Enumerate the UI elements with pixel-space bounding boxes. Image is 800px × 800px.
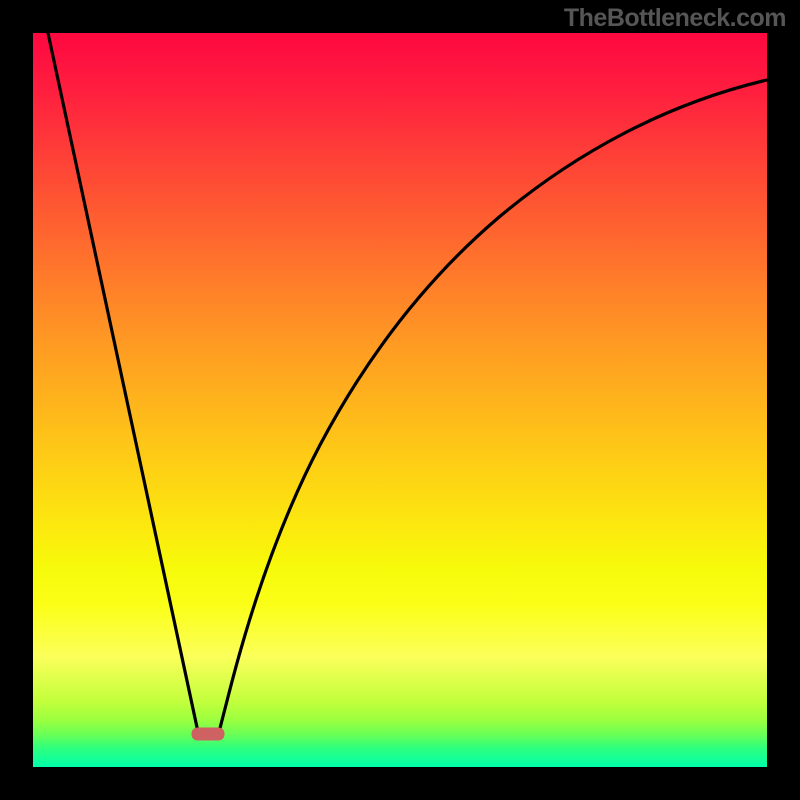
chart-container: TheBottleneck.com: [0, 0, 800, 800]
watermark-text: TheBottleneck.com: [564, 4, 786, 33]
curve-left-branch: [48, 33, 198, 732]
minimum-marker: [192, 728, 225, 741]
curve-right-branch: [219, 80, 767, 732]
curve-layer: [0, 0, 800, 800]
